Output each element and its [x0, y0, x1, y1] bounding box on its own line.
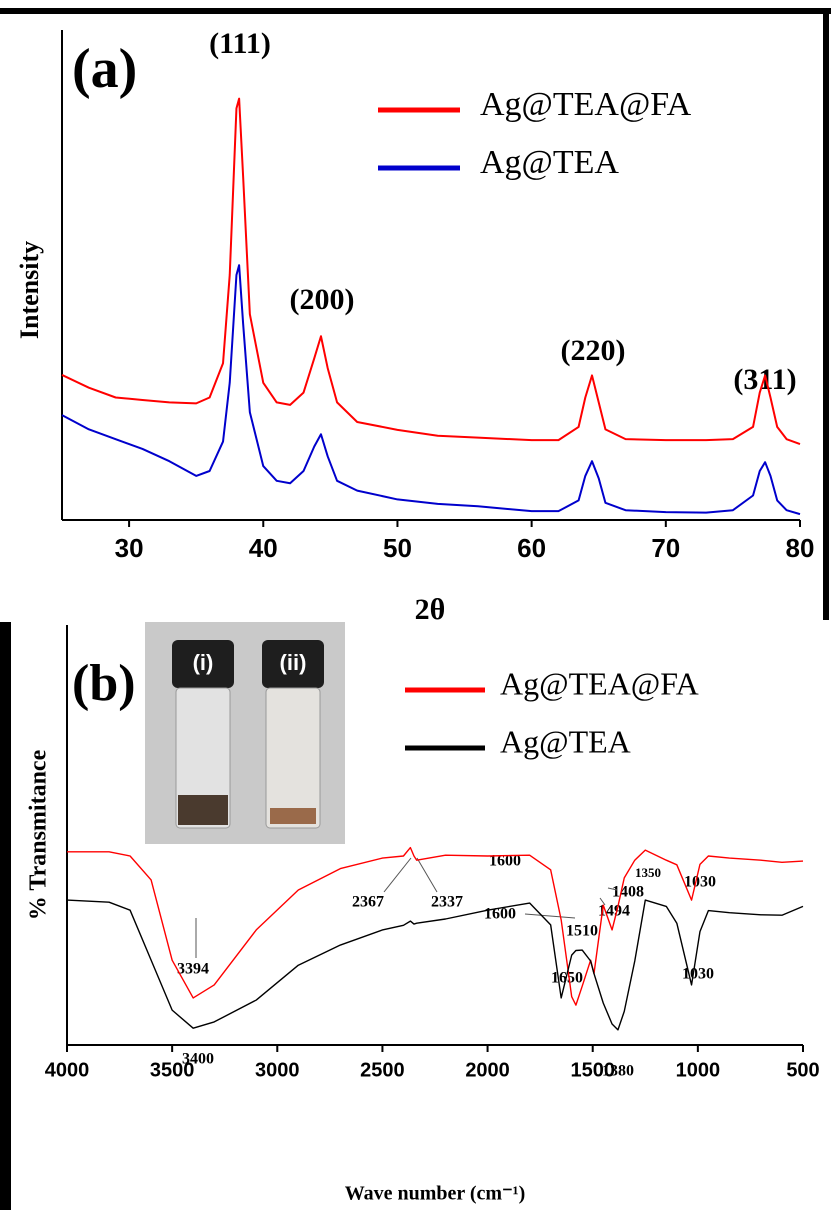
annotation: 1030: [682, 966, 714, 983]
frame-top: [0, 8, 831, 14]
annotation: 1380: [602, 1063, 634, 1080]
leader-lines: [195, 857, 618, 958]
annotation: (200): [290, 283, 355, 316]
x-tick-label: 500: [786, 1059, 819, 1081]
inset-label: (ii): [280, 650, 307, 675]
data-line: [61, 264, 801, 516]
x-tick-label: 3500: [150, 1059, 195, 1081]
panel-label: (a): [72, 38, 137, 100]
annotation: 2367: [352, 894, 384, 911]
annotation: 1600: [489, 853, 521, 870]
annotation: (111): [209, 27, 271, 60]
annotation: 1408: [612, 884, 644, 901]
x-tick-label: 2000: [465, 1059, 510, 1081]
x-tick-label: 40: [249, 533, 278, 563]
legend-label: Ag@TEA: [480, 144, 619, 181]
x-tick-label: 50: [383, 533, 412, 563]
x-axis-label: Wave number (cm⁻¹): [345, 1183, 526, 1205]
x-tick-label: 1500: [570, 1059, 615, 1081]
annotation: (311): [733, 363, 796, 396]
data-line: [66, 899, 804, 1031]
annotation: 1350: [635, 865, 661, 880]
frame-right: [823, 8, 829, 620]
x-tick-label: 80: [786, 533, 815, 563]
panel-label: (b): [72, 655, 136, 712]
inset-photo: [145, 622, 345, 844]
annotation: 3394: [177, 961, 209, 978]
legend-label: Ag@TEA: [500, 723, 631, 759]
x-tick-label: 30: [115, 533, 144, 563]
annotation: 1030: [684, 874, 716, 891]
y-axis-label: % Transmitance: [26, 749, 52, 920]
annotation: (220): [561, 334, 626, 367]
inset-label: (i): [193, 650, 214, 675]
annotation: 1494: [598, 903, 630, 920]
x-tick-label: 4000: [45, 1059, 90, 1081]
legend-label: Ag@TEA@FA: [500, 665, 699, 701]
annotation: 3400: [182, 1051, 214, 1068]
x-tick-label: 3000: [255, 1059, 300, 1081]
data-line: [67, 846, 804, 1006]
x-tick-label: 1000: [676, 1059, 721, 1081]
x-axis-label: 2θ: [415, 593, 446, 626]
x-tick-label: 60: [517, 533, 546, 563]
frame-left: [0, 622, 11, 1210]
legend-label: Ag@TEA@FA: [480, 86, 692, 123]
y-axis-label: Intensity: [15, 241, 44, 339]
annotation: 2337: [431, 894, 463, 911]
x-tick-label: 70: [651, 533, 680, 563]
x-tick-label: 2500: [360, 1059, 405, 1081]
data-line: [61, 97, 801, 445]
annotation: 1510: [566, 923, 598, 940]
